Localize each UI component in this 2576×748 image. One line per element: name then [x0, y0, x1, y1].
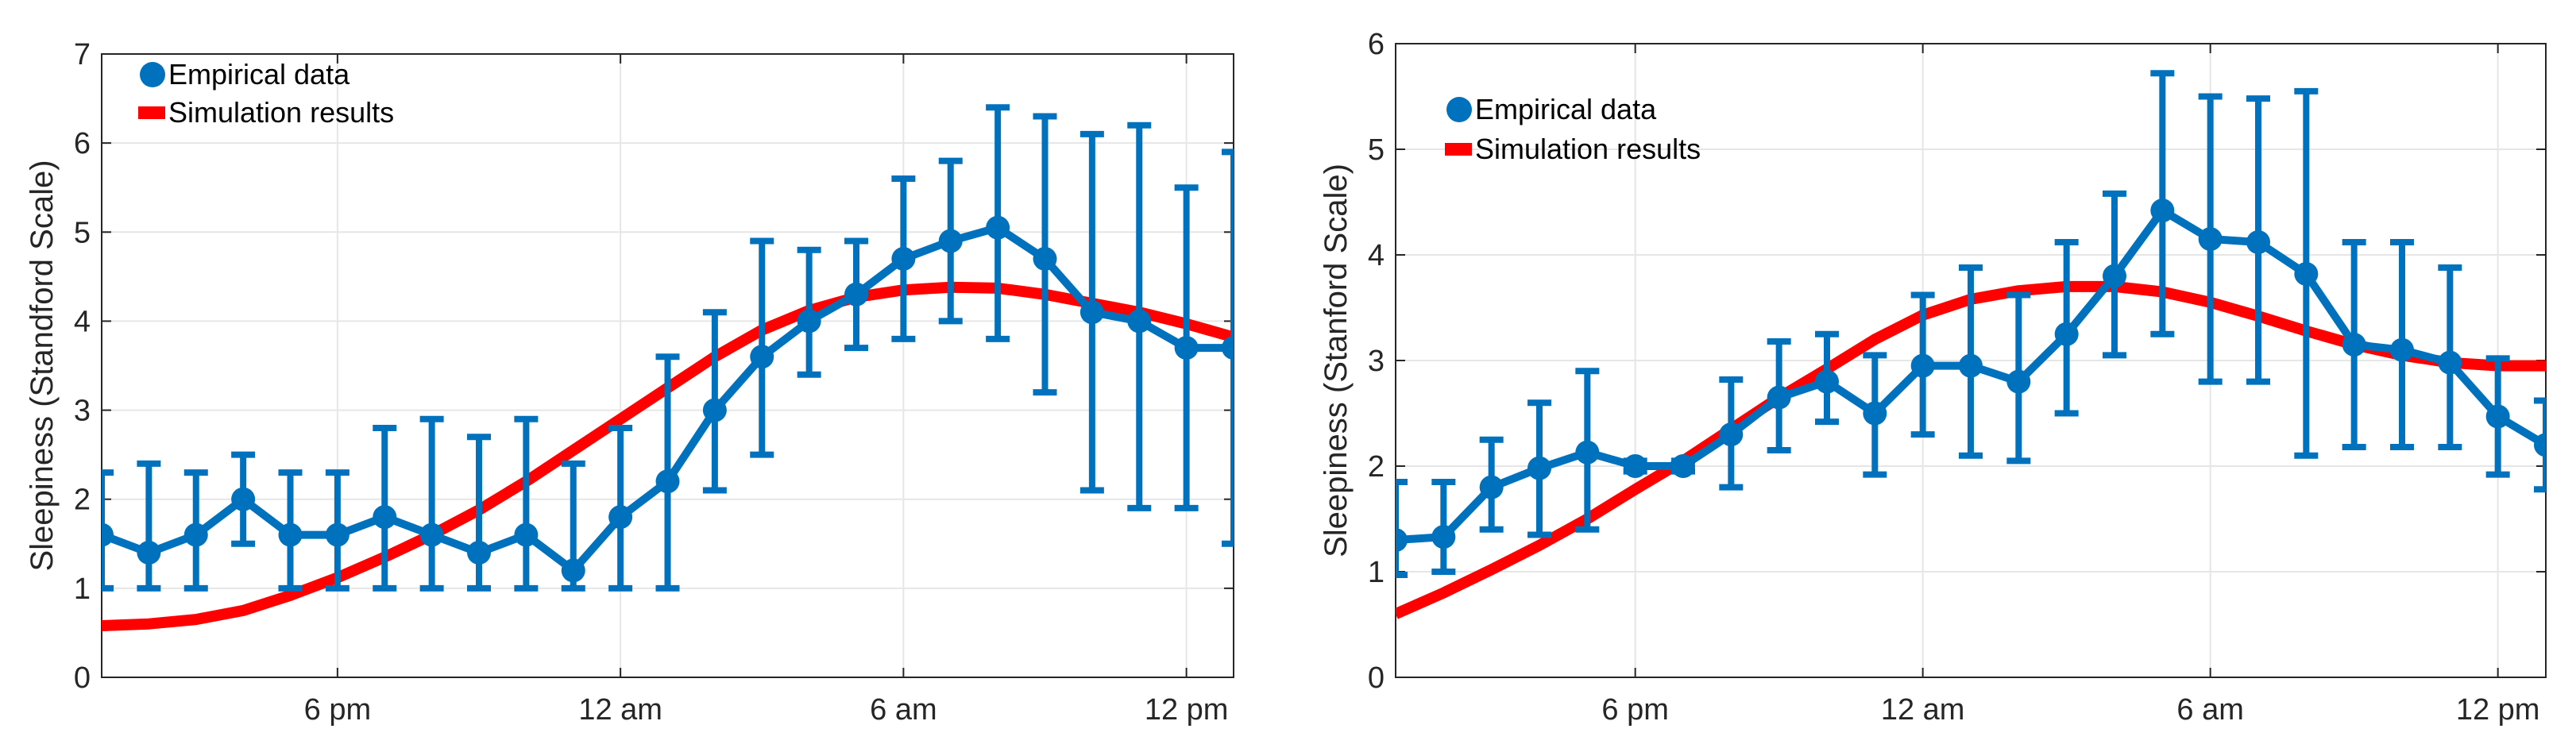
empirical-point [2294, 261, 2319, 286]
x-tick-label: 6 pm [304, 693, 371, 727]
empirical-point [1767, 385, 1791, 410]
empirical-point [231, 487, 256, 511]
y-axis-label: Sleepiness (Standford Scale) [25, 160, 60, 571]
y-tick-label: 4 [74, 305, 91, 338]
legend-marker-empirical [1446, 97, 1472, 122]
empirical-point [2534, 433, 2546, 457]
empirical-point [1575, 440, 1600, 465]
empirical-point [278, 522, 303, 547]
x-tick-label: 12 am [578, 693, 662, 727]
x-tick-label: 12 am [1881, 693, 1965, 727]
empirical-point [373, 505, 397, 530]
empirical-point [2054, 322, 2079, 346]
empirical-point [2485, 404, 2510, 429]
y-tick-label: 4 [1368, 239, 1385, 272]
empirical-point [2246, 230, 2270, 255]
x-tick-label: 12 pm [1145, 693, 1229, 727]
empirical-point [1174, 336, 1199, 361]
chart-right: 6 pm 12 am 6 am 12 pm 0 1 2 3 4 5 6 Sleepiness (Sta… [1319, 28, 2547, 727]
empirical-point [2006, 369, 2031, 394]
empirical-point [561, 558, 585, 583]
y-axis-label: Sleepiness (Stanford Scale) [1319, 164, 1354, 557]
empirical-point [467, 541, 491, 565]
empirical-point [1623, 454, 1647, 478]
empirical-point [514, 522, 539, 547]
empirical-point [1815, 369, 1839, 394]
y-tick-label: 0 [1368, 661, 1385, 695]
plot-area [1396, 70, 2546, 619]
empirical-point [702, 398, 727, 422]
empirical-point [1079, 300, 1104, 325]
legend-marker-empirical [140, 62, 165, 87]
y-tick-label: 7 [74, 38, 91, 71]
empirical-point [797, 309, 821, 334]
empirical-point [891, 246, 916, 271]
empirical-point [1863, 401, 1887, 426]
y-tick-label: 0 [74, 661, 91, 695]
y-tick-label: 3 [1368, 345, 1385, 378]
empirical-point [2198, 227, 2223, 252]
empirical-point [655, 469, 680, 494]
x-tick-label: 6 am [2176, 693, 2243, 727]
x-tick-label: 12 pm [2456, 693, 2540, 727]
empirical-point [325, 522, 350, 547]
empirical-point [1222, 336, 1234, 361]
empirical-point [1396, 528, 1408, 553]
y-tick-label: 1 [1368, 556, 1385, 589]
plot-area [102, 104, 1234, 631]
legend-label-simulation: Simulation results [1475, 133, 1701, 165]
x-tick-label: 6 am [870, 693, 937, 727]
empirical-point [1033, 246, 1057, 271]
empirical-point [986, 215, 1010, 240]
empirical-point [137, 541, 161, 565]
empirical-point [750, 345, 774, 369]
y-tick-label: 5 [74, 216, 91, 249]
legend-label-simulation: Simulation results [168, 96, 394, 129]
empirical-point [608, 505, 633, 530]
empirical-point [419, 522, 444, 547]
y-tick-label: 2 [74, 484, 91, 517]
empirical-point [2150, 199, 2175, 223]
empirical-point [183, 522, 208, 547]
empirical-point [1719, 422, 1744, 447]
y-tick-label: 6 [74, 127, 91, 160]
y-tick-label: 2 [1368, 450, 1385, 484]
empirical-point [2342, 333, 2366, 357]
empirical-point [1910, 353, 1935, 378]
empirical-point [1479, 475, 1504, 499]
empirical-point [2103, 264, 2126, 288]
y-tick-label: 1 [74, 573, 91, 606]
empirical-point [844, 282, 868, 307]
y-tick-label: 3 [74, 395, 91, 428]
empirical-point [1671, 454, 1695, 478]
empirical-point [2438, 350, 2462, 375]
empirical-point [102, 522, 114, 547]
empirical-point [938, 229, 963, 253]
empirical-point [1959, 353, 1983, 378]
x-tick-label: 6 pm [1601, 693, 1668, 727]
legend-label-empirical: Empirical data [168, 58, 350, 91]
y-tick-label: 6 [1368, 28, 1385, 61]
empirical-point [1431, 525, 1456, 549]
chart-left: 6 pm 12 am 6 am 12 pm 0 1 2 3 4 5 6 7 Sleepiness (St… [25, 38, 1234, 727]
y-tick-label: 5 [1368, 133, 1385, 167]
empirical-point [1127, 309, 1152, 334]
empirical-point [2390, 337, 2414, 362]
empirical-point [1527, 456, 1551, 480]
legend-label-empirical: Empirical data [1475, 93, 1657, 125]
